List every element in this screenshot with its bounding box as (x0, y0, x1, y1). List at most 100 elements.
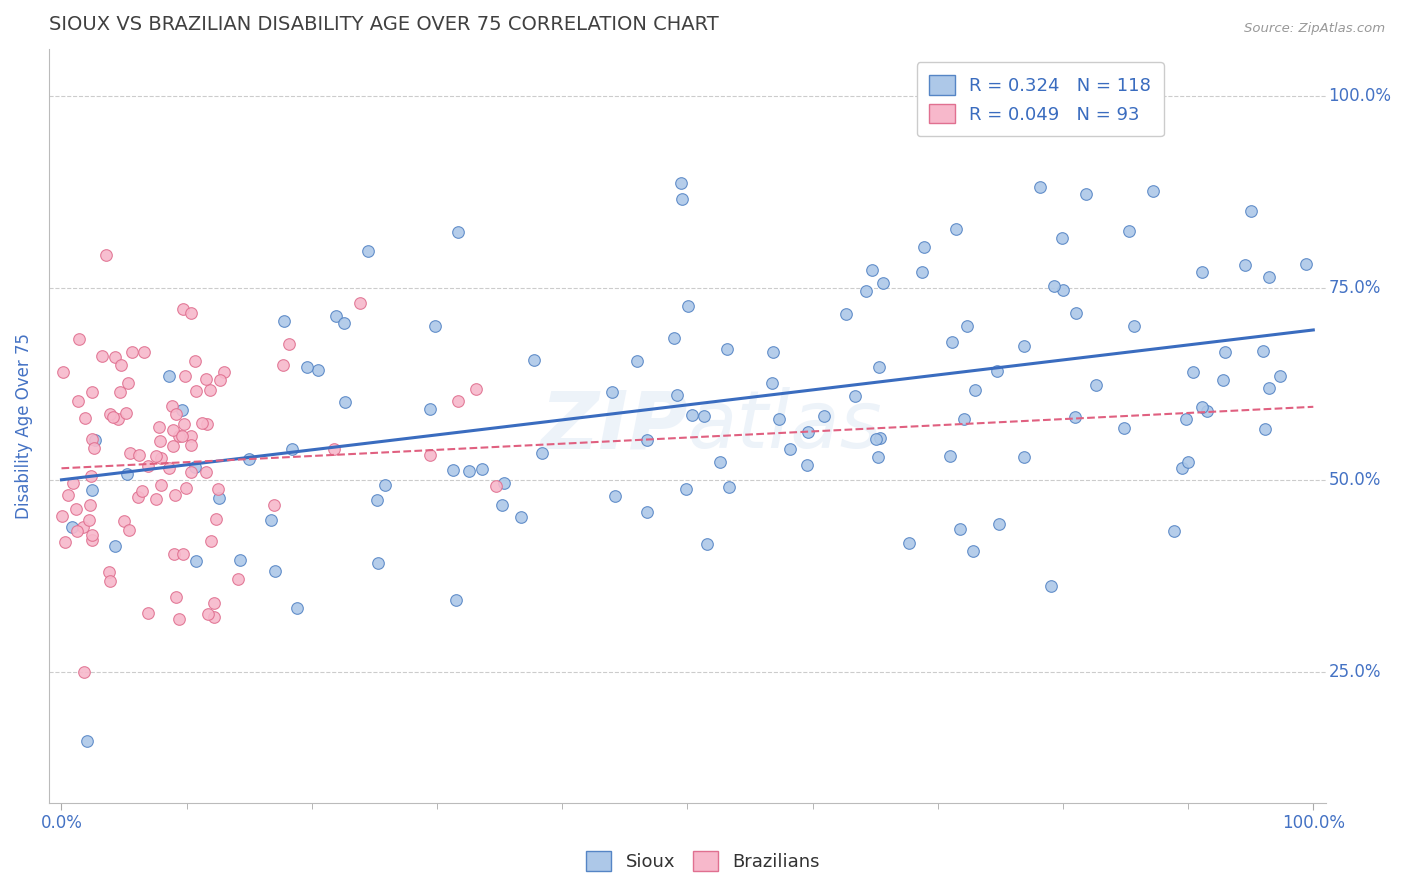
Point (98, 574, 121, 588)
Point (1174, 411, 1197, 425)
Point (149, 434, 172, 449)
Point (696, 537, 718, 551)
Point (159, 368, 181, 383)
Point (66, 393, 89, 408)
Point (419, 402, 441, 417)
Point (202, 596, 225, 610)
Point (333, 317, 356, 331)
Point (271, 358, 294, 372)
Point (446, 225, 468, 239)
Point (897, 536, 920, 550)
Point (172, 302, 194, 317)
Point (195, 372, 218, 386)
Text: ZIP: ZIP (540, 387, 688, 465)
Point (77, 513, 100, 527)
Point (149, 477, 172, 491)
Point (768, 411, 790, 425)
Point (136, 458, 159, 473)
Point (295, 359, 318, 374)
Point (322, 442, 344, 456)
Point (1251, 344, 1274, 359)
Point (1064, 306, 1087, 320)
Point (869, 431, 891, 445)
Point (988, 516, 1011, 531)
Point (98, 407, 121, 421)
Point (238, 452, 260, 467)
Point (1213, 345, 1236, 359)
Point (1040, 579, 1063, 593)
Point (94, 248, 117, 262)
Point (65, 502, 87, 516)
Y-axis label: Disability Age Over 75: Disability Age Over 75 (15, 333, 32, 519)
Point (104, 539, 127, 553)
Point (180, 465, 202, 479)
Point (204, 511, 226, 525)
Point (1191, 264, 1213, 278)
Point (149, 451, 172, 466)
Point (260, 513, 283, 527)
Point (73, 665, 96, 679)
Point (1268, 368, 1291, 383)
Point (681, 409, 703, 423)
Point (1122, 319, 1144, 334)
Point (1295, 257, 1317, 271)
Point (263, 498, 285, 512)
Point (717, 480, 740, 494)
Point (167, 612, 190, 626)
Point (209, 373, 232, 387)
Point (162, 400, 184, 414)
Point (51, 509, 73, 524)
Point (1142, 184, 1164, 198)
Point (307, 362, 329, 376)
Point (357, 244, 380, 259)
Point (796, 458, 818, 473)
Point (280, 442, 302, 457)
Point (860, 263, 883, 277)
Point (366, 492, 388, 507)
Point (1181, 365, 1204, 379)
Text: SIOUX VS BRAZILIAN DISABILITY AGE OVER 75 CORRELATION CHART: SIOUX VS BRAZILIAN DISABILITY AGE OVER 7… (49, 15, 718, 34)
Point (941, 335, 963, 350)
Point (491, 498, 513, 512)
Point (200, 533, 222, 548)
Point (184, 354, 207, 368)
Point (709, 454, 731, 468)
Point (1163, 524, 1185, 538)
Point (1212, 373, 1234, 387)
Legend: Sioux, Brazilians: Sioux, Brazilians (578, 844, 828, 879)
Point (157, 460, 180, 475)
Point (118, 446, 141, 460)
Point (949, 522, 972, 536)
Point (963, 383, 986, 397)
Point (1233, 259, 1256, 273)
Text: atlas: atlas (688, 387, 882, 465)
Point (956, 318, 979, 333)
Point (115, 467, 138, 481)
Point (136, 607, 159, 621)
Text: Source: ZipAtlas.com: Source: ZipAtlas.com (1244, 22, 1385, 36)
Point (1177, 455, 1199, 469)
Point (797, 425, 820, 439)
Point (198, 383, 221, 397)
Point (1064, 410, 1087, 425)
Point (1043, 279, 1066, 293)
Point (485, 479, 508, 493)
Point (419, 448, 441, 462)
Point (716, 343, 738, 357)
Point (197, 607, 219, 621)
Point (66, 524, 89, 539)
Point (865, 432, 887, 446)
Point (1118, 224, 1140, 238)
Point (176, 481, 198, 495)
Point (207, 482, 229, 496)
Point (626, 354, 648, 368)
Point (813, 409, 835, 423)
Text: 50.0%: 50.0% (1329, 471, 1381, 489)
Point (163, 547, 186, 561)
Point (117, 376, 139, 390)
Point (1012, 450, 1035, 465)
Point (80, 469, 103, 483)
Point (172, 547, 194, 561)
Point (226, 572, 249, 586)
Point (80, 528, 103, 542)
